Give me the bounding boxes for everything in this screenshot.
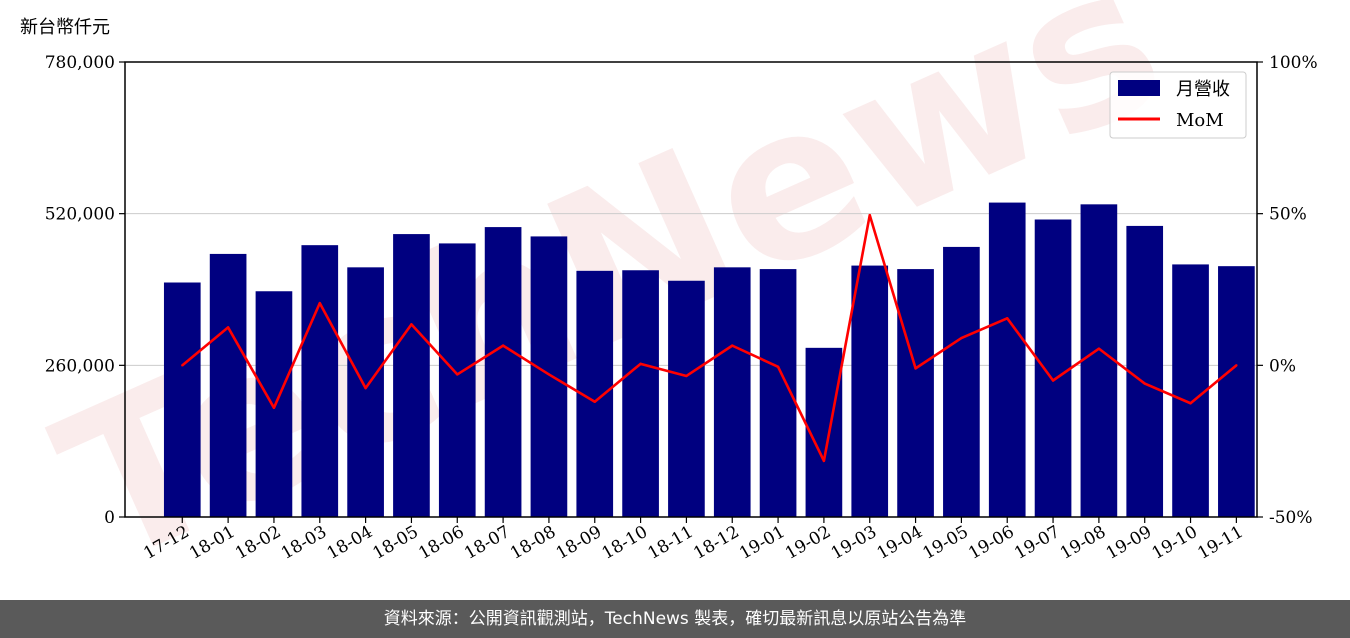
x-tick-label: 18-07 — [461, 522, 513, 564]
y-left-tick-label: 260,000 — [45, 356, 115, 376]
mom-point-18-04 — [364, 386, 367, 390]
x-tick-label: 19-05 — [919, 522, 971, 564]
bar-19-08 — [1080, 204, 1118, 518]
x-tick-label: 19-02 — [782, 522, 834, 564]
y-axis-left: 0 260,000 520,000 780,000 — [45, 53, 125, 528]
revenue-bars — [163, 202, 1255, 518]
bar-19-02 — [805, 347, 843, 517]
bar-19-04 — [897, 269, 934, 517]
bar-18-07 — [484, 227, 522, 518]
mom-line — [181, 213, 1238, 463]
mom-point-18-05 — [410, 323, 413, 326]
mom-point-19-08 — [1097, 347, 1101, 350]
bar-18-01 — [209, 253, 247, 517]
y-right-tick-label: 100% — [1269, 53, 1318, 73]
bar-17-12 — [163, 282, 201, 517]
bar-18-02 — [255, 291, 293, 517]
bar-18-12 — [713, 267, 751, 517]
mom-point-19-06 — [1006, 317, 1009, 320]
y-left-unit-label: 新台幣仟元 — [20, 17, 110, 38]
mom-point-19-07 — [1051, 379, 1055, 382]
mom-point-19-03 — [868, 213, 871, 217]
x-tick-label: 18-06 — [415, 522, 467, 564]
x-tick-label: 19-01 — [736, 522, 788, 564]
bar-18-11 — [668, 280, 705, 517]
bar-19-05 — [943, 246, 980, 517]
mom-point-18-09 — [593, 400, 596, 403]
x-tick-label: 19-07 — [1011, 522, 1063, 564]
bar-18-03 — [301, 245, 339, 517]
y-left-tick-label: 780,000 — [45, 53, 115, 73]
legend: 月營收 MoM — [1109, 71, 1247, 139]
plot-frame — [124, 61, 1258, 518]
legend-label-revenue: 月營收 — [1176, 79, 1230, 100]
bar-18-10 — [622, 270, 659, 517]
x-tick-label: 19-06 — [965, 522, 1017, 564]
footer-source-note: 資料來源：公開資訊觀測站，TechNews 製表，確切最新訊息以原站公告為準 — [0, 600, 1350, 638]
x-tick-label: 18-12 — [690, 522, 742, 564]
mom-point-19-02 — [822, 459, 826, 463]
mom-point-19-09 — [1143, 382, 1146, 385]
mom-point-18-01 — [226, 326, 230, 329]
bar-18-06 — [438, 243, 476, 517]
x-tick-label: 19-04 — [874, 522, 926, 564]
mom-point-18-10 — [639, 362, 642, 366]
x-tick-label: 19-09 — [1103, 522, 1155, 564]
bar-18-05 — [393, 234, 430, 518]
mom-point-19-11 — [1235, 364, 1238, 367]
x-tick-label: 19-10 — [1149, 522, 1201, 564]
x-tick-label: 18-10 — [599, 522, 651, 564]
mom-point-18-06 — [456, 373, 459, 376]
bar-19-03 — [851, 265, 889, 517]
bar-19-11 — [1218, 266, 1255, 517]
x-tick-label: 19-08 — [1057, 522, 1109, 564]
y-right-tick-label: -50% — [1269, 508, 1313, 528]
mom-point-19-10 — [1189, 402, 1192, 405]
x-tick-label: 18-08 — [507, 522, 559, 564]
y-axis-right: -50% 0% 50% 100% — [1257, 53, 1318, 528]
y-left-tick-label: 0 — [104, 508, 115, 528]
mom-point-19-05 — [960, 336, 963, 340]
y-right-tick-label: 50% — [1269, 205, 1307, 225]
mom-point-17-12 — [181, 364, 184, 367]
bar-19-10 — [1172, 264, 1209, 517]
mom-point-18-11 — [685, 374, 688, 378]
mom-point-19-04 — [914, 367, 917, 370]
x-tick-label: 18-09 — [553, 522, 605, 564]
mom-line-series — [181, 213, 1238, 463]
mom-point-18-03 — [318, 301, 321, 305]
y-right-tick-label: 0% — [1269, 356, 1296, 376]
mom-point-19-01 — [776, 365, 780, 369]
legend-swatch-revenue — [1118, 80, 1160, 96]
y-left-tick-label: 520,000 — [45, 205, 115, 225]
x-tick-label: 18-04 — [324, 522, 376, 564]
bar-19-06 — [988, 202, 1026, 518]
bar-19-09 — [1126, 225, 1164, 517]
mom-point-18-02 — [272, 406, 276, 409]
legend-label-mom: MoM — [1176, 110, 1224, 131]
x-tick-label: 19-11 — [1194, 522, 1246, 564]
mom-point-18-07 — [501, 344, 505, 347]
x-tick-label: 18-11 — [644, 522, 696, 564]
x-tick-label: 18-05 — [369, 522, 421, 564]
x-tick-label: 19-03 — [828, 522, 880, 564]
bar-18-04 — [347, 267, 384, 517]
mom-point-18-12 — [731, 344, 734, 347]
bar-18-08 — [530, 236, 568, 517]
mom-point-18-08 — [547, 373, 551, 376]
bar-19-07 — [1034, 219, 1072, 517]
